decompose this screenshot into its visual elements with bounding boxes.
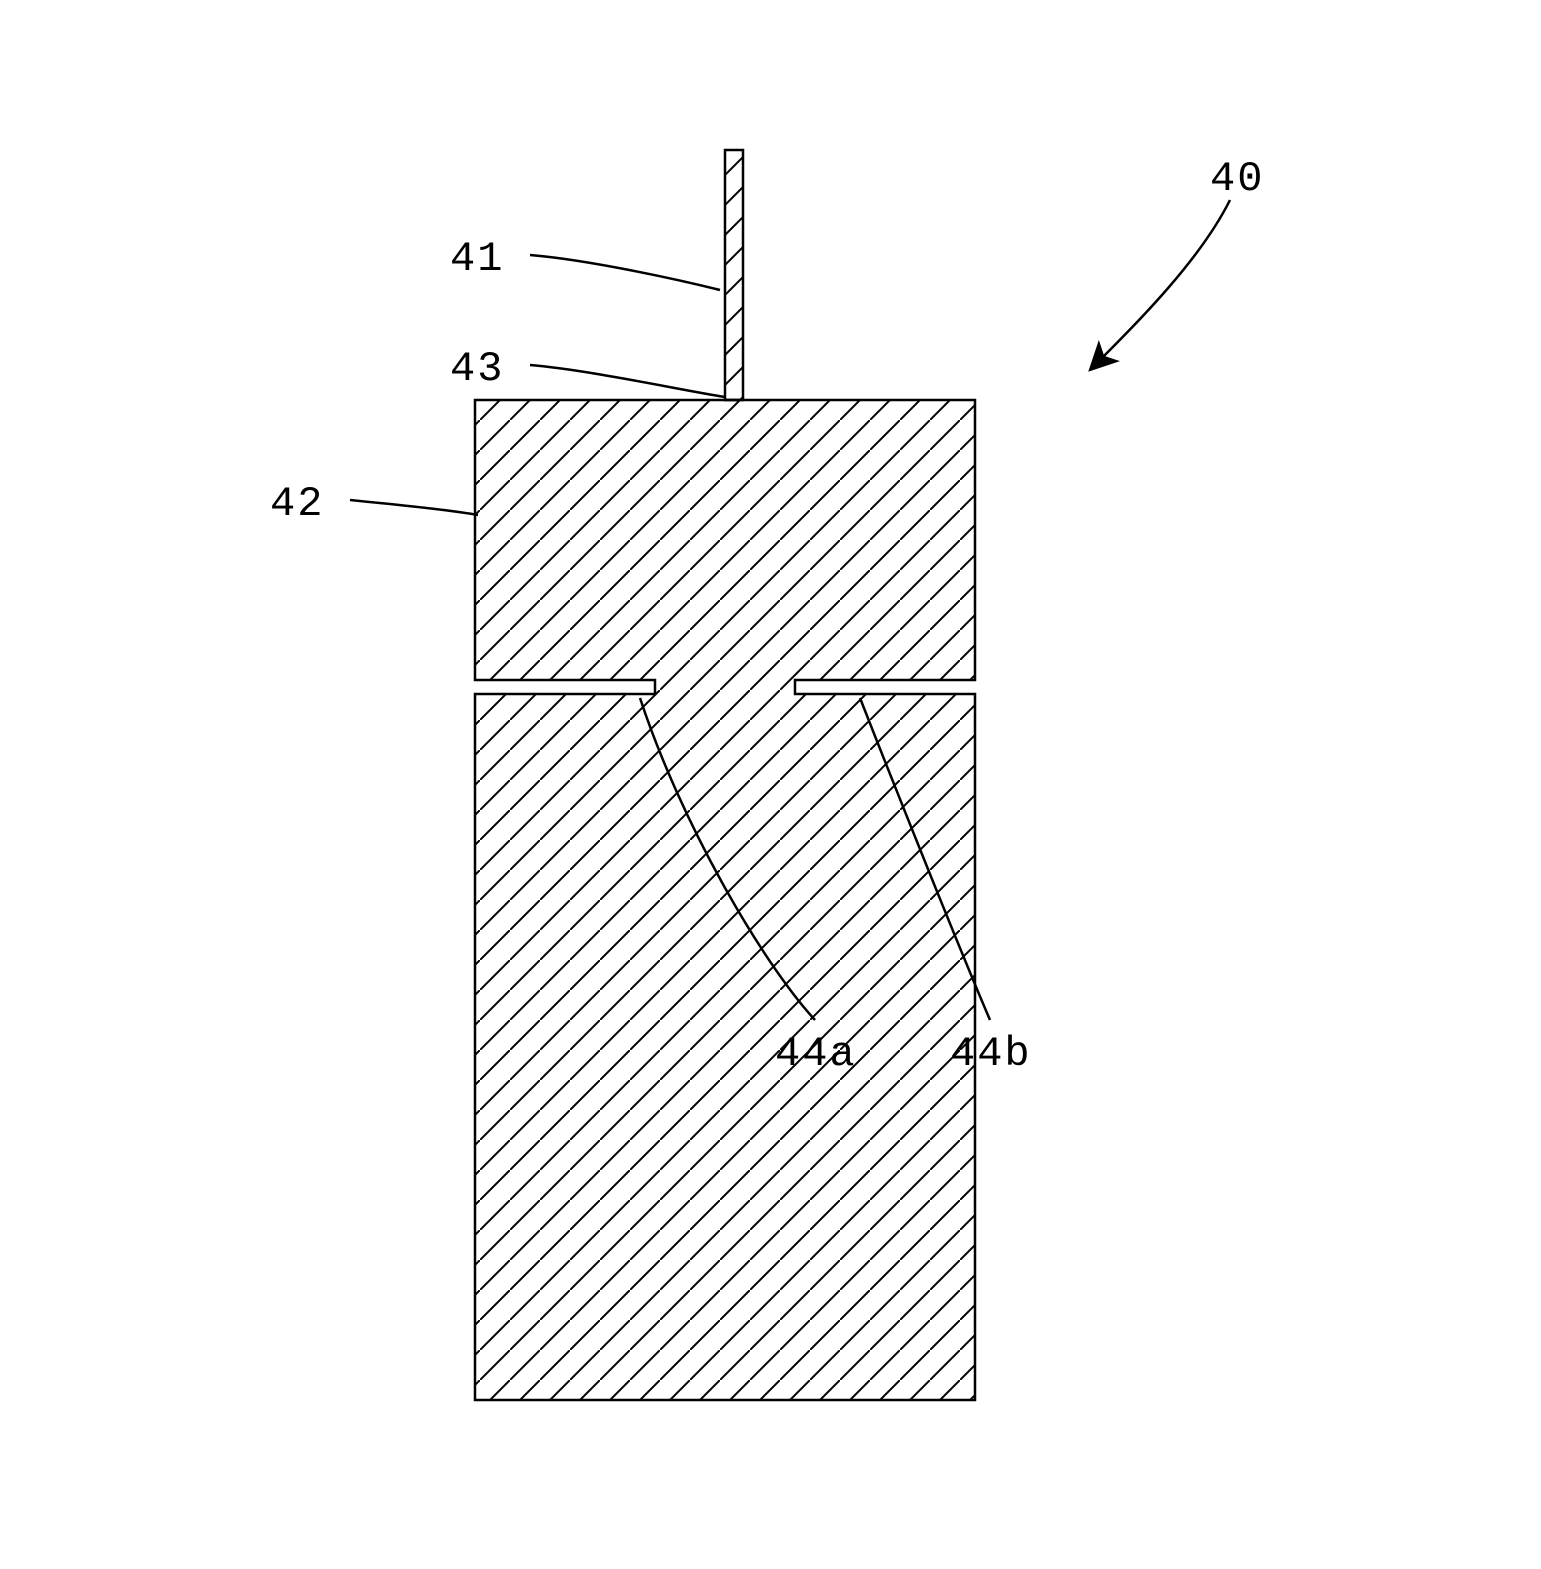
leader-43 (530, 365, 725, 397)
leader-40 (1090, 200, 1230, 370)
label-44b: 44b (950, 1030, 1032, 1078)
label-43: 43 (450, 345, 504, 393)
label-42: 42 (270, 480, 324, 528)
stem-hatch-fill (725, 150, 743, 400)
body-hatch-fill (475, 400, 975, 1400)
label-40: 40 (1210, 155, 1264, 203)
diagram-svg (0, 0, 1541, 1569)
label-41: 41 (450, 235, 504, 283)
label-44a: 44a (775, 1030, 857, 1078)
leader-42 (350, 500, 478, 515)
leader-41 (530, 255, 720, 290)
